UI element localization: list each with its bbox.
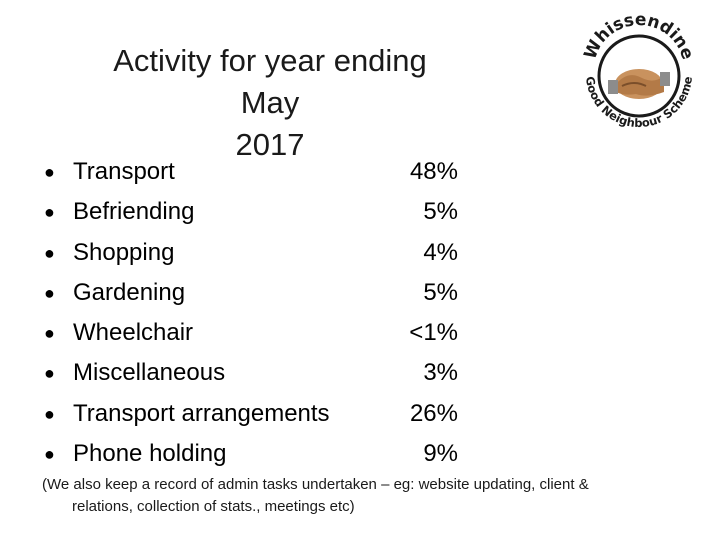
list-item: ● Gardening 5% xyxy=(44,273,474,313)
bullet-icon: ● xyxy=(44,403,55,424)
activity-percent: 26% xyxy=(409,399,458,427)
list-item: ● Transport arrangements 26% xyxy=(44,394,474,434)
list-item: ● Phone holding 9% xyxy=(44,434,474,474)
admin-note: (We also keep a record of admin tasks un… xyxy=(42,474,682,518)
activity-list: ● Transport 48% ● Befriending 5% ● Shopp… xyxy=(44,152,474,474)
slide-title: Activity for year ending May 2017 xyxy=(100,40,440,166)
activity-label: Shopping xyxy=(73,238,175,266)
bullet-icon: ● xyxy=(44,282,55,303)
bullet-icon: ● xyxy=(44,444,55,465)
bullet-icon: ● xyxy=(44,323,55,344)
slide-title-line1: Activity for year ending May xyxy=(113,43,427,120)
activity-label: Transport arrangements xyxy=(73,399,330,427)
bullet-icon: ● xyxy=(44,363,55,384)
scheme-logo: Whissendine Good Neighbour Scheme xyxy=(580,14,697,130)
bullet-icon: ● xyxy=(44,162,55,182)
activity-label: Wheelchair xyxy=(73,319,194,347)
admin-note-line1: (We also keep a record of admin tasks un… xyxy=(42,476,589,493)
activity-percent: 3% xyxy=(423,359,458,387)
activity-label: Miscellaneous xyxy=(73,359,226,387)
activity-percent: 9% xyxy=(423,440,458,468)
activity-label: Transport xyxy=(73,158,175,185)
activity-percent: <1% xyxy=(409,319,458,347)
handshake-icon xyxy=(608,69,670,99)
list-item: ● Befriending 5% xyxy=(44,192,474,232)
list-item: ● Miscellaneous 3% xyxy=(44,353,474,393)
activity-label: Befriending xyxy=(73,198,195,226)
activity-percent: 4% xyxy=(423,238,458,266)
list-item: ● Wheelchair <1% xyxy=(44,313,474,353)
activity-percent: 5% xyxy=(423,198,458,226)
list-item: ● Shopping 4% xyxy=(44,233,474,273)
list-item: ● Transport 48% xyxy=(44,152,474,192)
activity-percent: 48% xyxy=(409,158,458,185)
activity-percent: 5% xyxy=(423,278,458,306)
activity-label: Gardening xyxy=(73,278,186,306)
admin-note-line2: relations, collection of stats., meeting… xyxy=(72,498,355,515)
bullet-icon: ● xyxy=(44,202,55,223)
activity-label: Phone holding xyxy=(73,440,227,468)
slide-title-line2: 2017 xyxy=(235,127,305,162)
bullet-icon: ● xyxy=(44,242,55,263)
